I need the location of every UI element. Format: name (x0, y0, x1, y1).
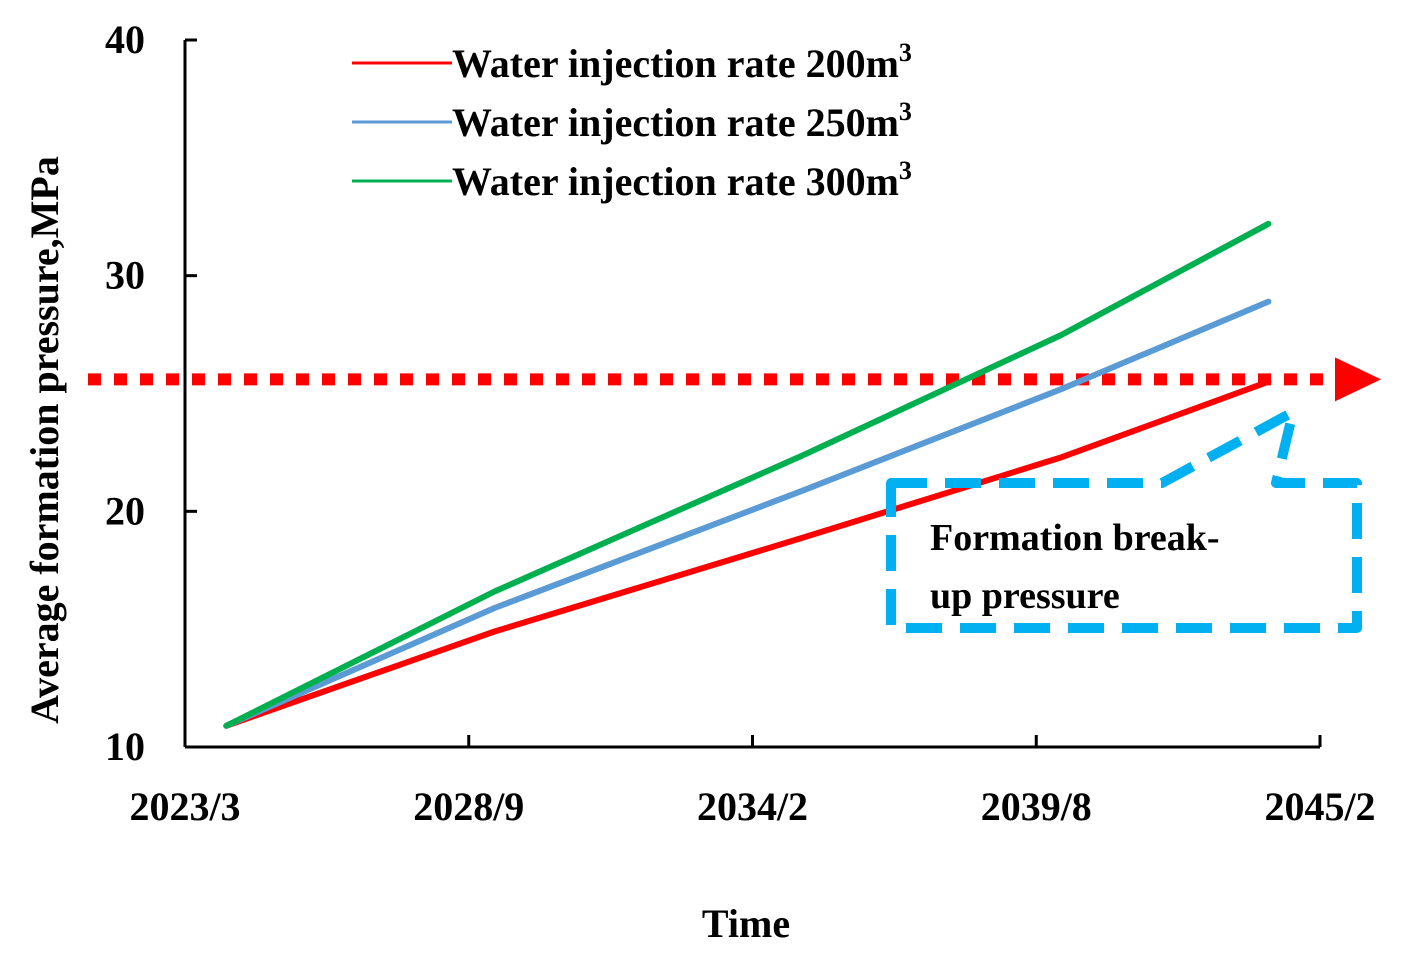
x-axis-title: Time (702, 901, 790, 946)
reference-line-group (88, 357, 1381, 402)
y-axis-title: Average formation pressure,MPa (22, 156, 67, 724)
legend-label: Water injection rate 300m3 (452, 156, 912, 204)
callout-line-2: up pressure (930, 575, 1120, 617)
y-tick-label: 10 (105, 724, 145, 769)
y-tick-label: 30 (105, 253, 145, 298)
axes: 10 20 30 40 2023/3 2028/9 2034/2 2039/8 2045/2 (105, 17, 1376, 829)
y-tick-label: 20 (105, 488, 145, 533)
x-tick-label: 2028/9 (413, 784, 524, 829)
series-group (223, 220, 1272, 729)
callout-line-1: Formation break- (930, 517, 1220, 559)
legend-label: Water injection rate 200m3 (452, 38, 912, 86)
series-line (223, 378, 1272, 729)
legend: Water injection rate 200m3 Water injectio… (352, 38, 912, 204)
callout-box (886, 407, 1362, 633)
x-tick-label: 2023/3 (129, 784, 240, 829)
y-tick-label: 40 (105, 17, 145, 62)
x-tick-label: 2039/8 (981, 784, 1092, 829)
series-line (223, 298, 1272, 729)
annotation-callout: Formation break- up pressure (886, 407, 1362, 633)
legend-label: Water injection rate 250m3 (452, 97, 912, 145)
reference-arrow-head (1335, 357, 1381, 402)
y-ticks: 10 20 30 40 (105, 17, 197, 769)
series-line (223, 220, 1272, 729)
x-tick-label: 2045/2 (1264, 784, 1375, 829)
x-tick-label: 2034/2 (697, 784, 808, 829)
x-ticks: 2023/3 2028/9 2034/2 2039/8 2045/2 (129, 735, 1376, 829)
